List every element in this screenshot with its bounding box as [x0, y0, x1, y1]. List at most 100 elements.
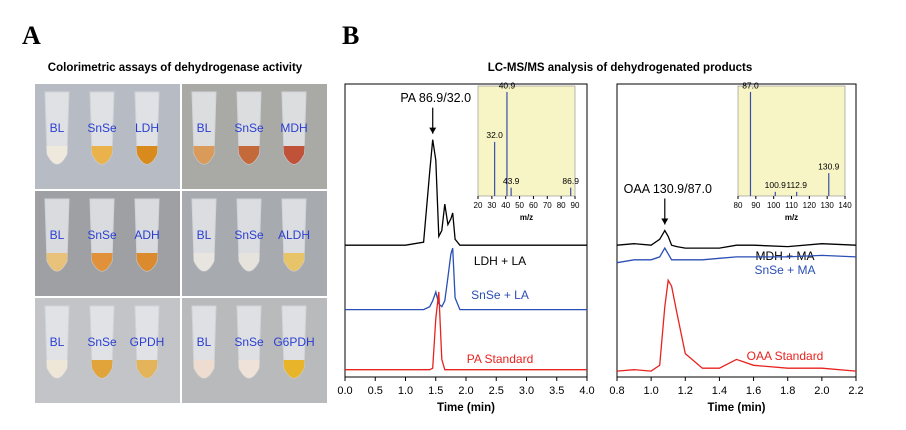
- inset-tick-label: 30: [487, 201, 496, 210]
- inset-tick-label: 60: [529, 201, 538, 210]
- inset-axis-label: m/z: [520, 213, 533, 222]
- tube-label: ALDH: [278, 228, 310, 242]
- x-tick-label: 3.5: [549, 385, 564, 397]
- panel-letter: A: [22, 21, 41, 50]
- annotation: OAA 130.9/87.0: [624, 182, 712, 196]
- liquid: [283, 360, 305, 378]
- panel-letter: B: [342, 21, 359, 50]
- annotation: PA 86.9/32.0: [400, 91, 471, 105]
- trace-label: SnSe + MA: [754, 263, 815, 277]
- inset-tick-label: 50: [515, 201, 524, 210]
- liquid: [238, 253, 260, 271]
- tube-label: BL: [197, 335, 212, 349]
- liquid: [238, 360, 260, 378]
- liquid: [193, 146, 215, 164]
- x-tick-label: 2.5: [489, 385, 504, 397]
- liquid: [136, 360, 158, 378]
- tube-label: SnSe: [87, 228, 117, 242]
- peak-label: 100.9: [765, 180, 787, 190]
- x-tick-label: 2.0: [814, 385, 829, 397]
- x-tick-label: 1.2: [678, 385, 693, 397]
- liquid: [46, 253, 68, 271]
- inset-tick-label: 90: [751, 201, 760, 210]
- panel-title: Colorimetric assays of dehydrogenase act…: [48, 62, 303, 74]
- liquid: [136, 146, 158, 164]
- trace-label: MDH + MA: [755, 249, 814, 263]
- liquid: [46, 360, 68, 378]
- peak-label: 32.0: [486, 130, 503, 140]
- liquid: [46, 146, 68, 164]
- inset-tick-label: 40: [501, 201, 510, 210]
- x-tick-label: 0.8: [609, 385, 624, 397]
- liquid: [91, 253, 113, 271]
- x-tick-label: 2.0: [458, 385, 473, 397]
- arrow-head: [429, 127, 437, 134]
- x-tick-label: 4.0: [579, 385, 594, 397]
- tube-label: GPDH: [130, 335, 165, 349]
- tube-label: BL: [197, 228, 212, 242]
- x-tick-label: 1.5: [428, 385, 443, 397]
- trace: [345, 139, 587, 246]
- peak-label: 112.9: [786, 180, 807, 190]
- arrow-head: [661, 218, 669, 225]
- inset-tick-label: 80: [734, 201, 743, 210]
- inset-tick-label: 110: [785, 201, 798, 210]
- tube-label: LDH: [135, 121, 159, 135]
- inset-tick-label: 100: [767, 201, 781, 210]
- inset-tick-label: 130: [820, 201, 834, 210]
- peak-label: 40.9: [499, 80, 516, 90]
- tube-label: MDH: [280, 121, 307, 135]
- panel-title: LC-MS/MS analysis of dehydrogenated prod…: [488, 62, 753, 74]
- liquid: [91, 146, 113, 164]
- tube-label: BL: [50, 335, 65, 349]
- tube-label: ADH: [134, 228, 159, 242]
- liquid: [91, 360, 113, 378]
- tube-label: SnSe: [87, 121, 117, 135]
- inset-tick-label: 20: [474, 201, 483, 210]
- trace-label: OAA Standard: [747, 349, 824, 363]
- x-tick-label: 1.8: [780, 385, 795, 397]
- liquid: [283, 146, 305, 164]
- liquid: [238, 146, 260, 164]
- x-tick-label: 1.4: [712, 385, 727, 397]
- liquid: [193, 360, 215, 378]
- tube-label: G6PDH: [273, 335, 314, 349]
- inset-tick-label: 80: [557, 201, 566, 210]
- x-tick-label: 1.0: [643, 385, 658, 397]
- x-axis-label: Time (min): [708, 402, 766, 414]
- tube-label: SnSe: [234, 228, 264, 242]
- trace: [616, 278, 857, 372]
- inset-background: [477, 85, 576, 197]
- tube-label: SnSe: [234, 335, 264, 349]
- x-axis-label: Time (min): [437, 402, 495, 414]
- inset-tick-label: 140: [838, 201, 852, 210]
- inset-tick-label: 120: [803, 201, 817, 210]
- liquid: [136, 253, 158, 271]
- x-tick-label: 3.0: [519, 385, 534, 397]
- liquid: [193, 253, 215, 271]
- trace-label: PA Standard: [467, 352, 534, 366]
- inset-axis-label: m/z: [785, 213, 798, 222]
- peak-label: 130.9: [818, 161, 840, 171]
- tube-label: BL: [197, 121, 212, 135]
- trace-label: SnSe + LA: [471, 288, 529, 302]
- x-tick-label: 1.6: [746, 385, 761, 397]
- inset-tick-label: 70: [543, 201, 552, 210]
- inset-tick-label: 90: [571, 201, 580, 210]
- peak-label: 87.0: [742, 80, 759, 90]
- x-tick-label: 0.0: [337, 385, 352, 397]
- tube-label: BL: [50, 228, 65, 242]
- peak-label: 43.9: [503, 176, 520, 186]
- tube-label: SnSe: [87, 335, 117, 349]
- tube-label: BL: [50, 121, 65, 135]
- tube-label: SnSe: [234, 121, 264, 135]
- x-tick-label: 1.0: [398, 385, 413, 397]
- peak-label: 86.9: [562, 176, 579, 186]
- x-tick-label: 2.2: [848, 385, 863, 397]
- trace: [345, 247, 587, 311]
- plot-frame: [616, 83, 857, 378]
- trace: [345, 291, 587, 371]
- trace: [616, 246, 857, 264]
- liquid: [283, 253, 305, 271]
